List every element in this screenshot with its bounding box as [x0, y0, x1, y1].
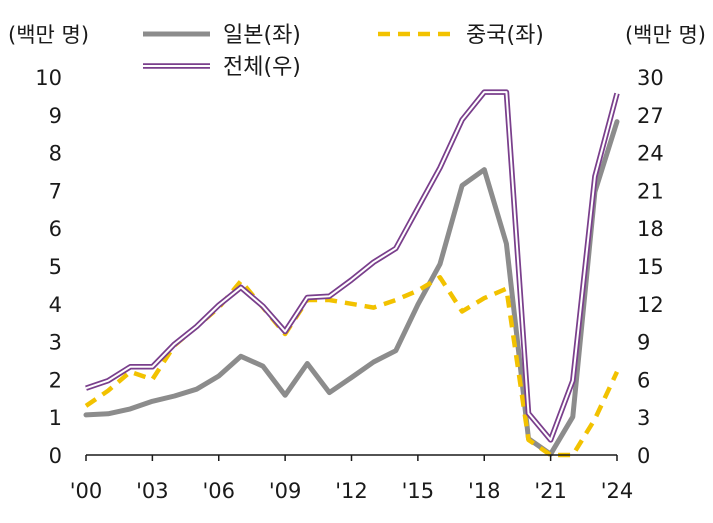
series-layer: [83, 89, 620, 458]
x-tick-label: '12: [335, 479, 368, 503]
right-y-tick-label: 27: [637, 104, 664, 128]
series-total-line-inner: [85, 91, 618, 441]
left-y-tick-label: 4: [49, 293, 62, 317]
right-y-tick-label: 18: [637, 217, 664, 241]
axes: (백만 명) (백만 명) 01234567891003691215182124…: [8, 23, 706, 503]
right-y-tick-label: 15: [637, 255, 664, 279]
x-tick-label: '06: [203, 479, 236, 503]
left-y-tick-label: 3: [49, 331, 62, 355]
legend: 일본(좌) 전체(우) 중국(좌): [143, 23, 544, 80]
legend-label-japan: 일본(좌): [223, 23, 301, 48]
left-y-tick-label: 8: [49, 142, 62, 166]
right-y-tick-label: 3: [637, 406, 650, 430]
series-total-line-outer: [85, 89, 620, 443]
series-japan-line: [83, 119, 620, 457]
left-y-tick-label: 5: [49, 255, 62, 279]
right-y-tick-label: 12: [637, 293, 664, 317]
legend-label-china: 중국(좌): [466, 23, 544, 48]
left-y-tick-label: 1: [49, 406, 62, 430]
left-y-tick-label: 2: [49, 368, 62, 392]
x-tick-label: '21: [534, 479, 567, 503]
left-y-tick-label: 10: [35, 66, 62, 90]
left-axis-unit-label: (백만 명): [8, 23, 89, 47]
right-axis-unit-label: (백만 명): [625, 23, 706, 47]
left-y-tick-label: 9: [49, 104, 62, 128]
x-tick-label: '03: [136, 479, 169, 503]
left-y-tick-label: 0: [49, 444, 62, 468]
left-y-tick-label: 7: [49, 179, 62, 203]
x-tick-label: '18: [468, 479, 501, 503]
right-y-tick-label: 30: [637, 66, 664, 90]
x-tick-label: '15: [402, 479, 435, 503]
left-y-tick-label: 6: [49, 217, 62, 241]
right-y-tick-label: 0: [637, 444, 650, 468]
legend-label-total: 전체(우): [223, 55, 301, 80]
right-y-tick-label: 21: [637, 179, 664, 203]
right-y-tick-label: 24: [637, 142, 664, 166]
right-y-tick-label: 9: [637, 331, 650, 355]
x-tick-label: '24: [601, 479, 634, 503]
series-china-line: [84, 275, 620, 458]
x-tick-label: '09: [269, 479, 302, 503]
right-y-tick-label: 6: [637, 368, 650, 392]
x-tick-label: '00: [70, 479, 103, 503]
